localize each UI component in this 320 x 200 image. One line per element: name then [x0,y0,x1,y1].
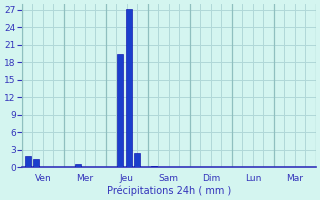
Bar [25,156,31,167]
Bar [76,164,81,167]
Bar [117,54,123,167]
X-axis label: Précipitations 24h ( mm ): Précipitations 24h ( mm ) [107,185,231,196]
Bar [34,159,39,167]
Bar [126,9,132,167]
Bar [151,166,157,167]
Bar [134,153,140,167]
